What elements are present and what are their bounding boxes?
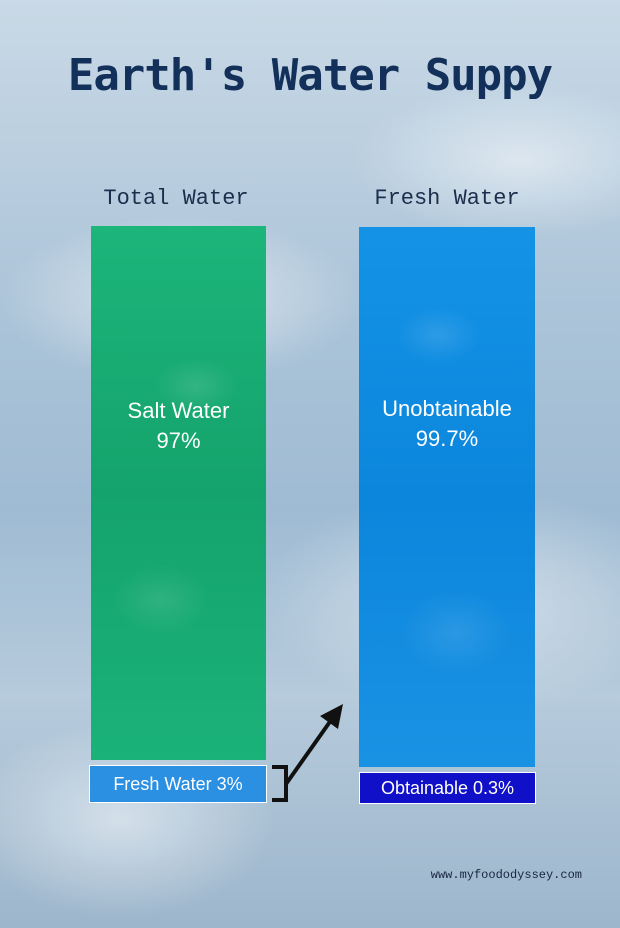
arrow-line: [284, 714, 336, 786]
unobtainable-name: Unobtainable: [382, 396, 512, 421]
unobtainable-value: 99.7%: [415, 426, 479, 451]
obtainable-segment: Obtainable 0.3%: [359, 772, 536, 804]
salt-water-value: 97%: [156, 428, 201, 453]
footer-url: www.myfoododyssey.com: [430, 868, 582, 882]
total-water-title: Total Water: [103, 186, 249, 211]
bracket-icon: [272, 765, 288, 802]
obtainable-segment-label: Obtainable 0.3%: [380, 778, 515, 798]
salt-water-bar: [91, 226, 266, 760]
unobtainable-bar: [359, 227, 535, 767]
fresh-water-segment: Fresh Water 3%: [89, 765, 267, 803]
page-title: Earth's Water Suppy: [67, 50, 553, 101]
salt-water-name: Salt Water: [127, 398, 230, 423]
fresh-water-segment-label: Fresh Water 3%: [113, 774, 243, 794]
fresh-water-title: Fresh Water: [374, 186, 520, 211]
arrow-up-right-icon: [320, 704, 343, 729]
unobtainable-label: Unobtainable 99.7%: [359, 394, 535, 454]
salt-water-label: Salt Water 97%: [91, 396, 266, 456]
